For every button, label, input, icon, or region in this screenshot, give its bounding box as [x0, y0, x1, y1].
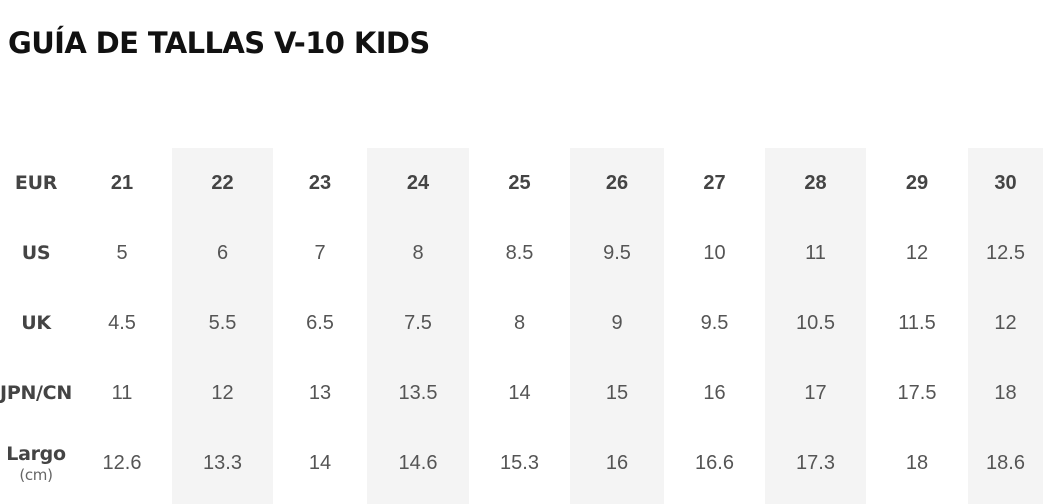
table-cell: 15: [605, 381, 629, 404]
row-label-text: US: [21, 242, 51, 264]
row-label: Largo (cm): [0, 428, 72, 498]
table-cell: 18.6: [986, 451, 1025, 474]
table-cell: 5.5: [208, 311, 237, 334]
table-cell: 6.5: [306, 311, 334, 334]
table-cell: 7: [314, 241, 326, 264]
row-label: US: [0, 218, 72, 288]
header-cell-eur-size: 26: [605, 171, 629, 194]
table-cell: 16: [703, 381, 726, 404]
header-cell-eur-size: 28: [804, 171, 827, 194]
table-cell: 9.5: [700, 311, 729, 334]
size-table: EUR 21 22 23 24 25 26 27 28 29 30 US 5 6 7 8 8.5 9.5 10 11 1…: [0, 148, 1043, 498]
table-cell: 16.6: [695, 451, 734, 474]
table-cell: 10.5: [796, 311, 835, 334]
table-cell: 12: [211, 381, 234, 404]
table-row: US 5 6 7 8 8.5 9.5 10 11 12 12.5: [0, 218, 1043, 288]
table-cell: 12.6: [102, 451, 142, 474]
table-cell: 17.5: [897, 381, 937, 404]
page-title: GUÍA DE TALLAS V-10 KIDS: [8, 26, 430, 60]
column-shade: [570, 148, 664, 504]
table-cell: 8: [412, 241, 424, 264]
table-cell: 18: [994, 381, 1017, 404]
table-cell: 4.5: [108, 311, 136, 334]
table-row: Largo (cm) 12.6 13.3 14 14.6 15.3 16 16.6 17.3 18 1…: [0, 428, 1043, 498]
table-cell: 10: [703, 241, 726, 264]
header-cell-eur-size: 30: [994, 171, 1017, 194]
table-cell: 15.3: [500, 451, 539, 474]
table-cell: 17.3: [796, 451, 835, 474]
column-shade: [765, 148, 866, 504]
table-cell: 16: [605, 451, 629, 474]
column-shade: [367, 148, 469, 504]
table-cell: 11: [805, 241, 826, 264]
table-cell: 13: [308, 381, 332, 404]
table-cell: 5: [116, 241, 128, 264]
table-row: JPN/CN 11 12 13 13.5 14 15 16 17 17.5 18: [0, 358, 1043, 428]
table-row: UK 4.5 5.5 6.5 7.5 8 9 9.5 10.5 11.5 12: [0, 288, 1043, 358]
table-cell: 12: [905, 241, 929, 264]
table-cell: 14: [308, 451, 332, 474]
row-label-text: JPN/CN: [0, 382, 72, 404]
table-header-row: EUR 21 22 23 24 25 26 27 28 29 30: [0, 148, 1043, 218]
table-cell: 12.5: [986, 241, 1025, 264]
table-cell: 18: [905, 451, 929, 474]
column-shade: [968, 148, 1043, 504]
table-cell: 8.5: [505, 241, 534, 264]
header-cell-eur-size: 23: [308, 171, 332, 194]
table-cell: 14: [508, 381, 531, 404]
table-cell: 14.6: [398, 451, 438, 474]
header-cell-eur-size: 21: [110, 171, 134, 194]
table-cell: 13.3: [203, 451, 242, 474]
header-cell-eur-size: 29: [905, 171, 929, 194]
header-cell-eur-size: 27: [703, 171, 726, 194]
table-cell: 17: [804, 381, 827, 404]
table-cell: 13.5: [398, 381, 438, 404]
column-shade: [172, 148, 273, 504]
table-cell: 9.5: [603, 241, 631, 264]
header-cell-eur-size: 24: [406, 171, 430, 194]
table-cell: 9: [611, 311, 623, 334]
table-cell: 11.5: [898, 311, 936, 334]
table-cell: 12: [994, 311, 1017, 334]
row-label: UK: [0, 288, 72, 358]
header-cell-eur-size: 25: [508, 171, 531, 194]
row-label-eur: EUR: [14, 172, 58, 194]
row-label-text: Largo: [6, 442, 66, 465]
header-cell-eur-size: 22: [211, 171, 234, 194]
table-cell: 11: [111, 381, 133, 404]
table-cell: 8: [513, 311, 526, 334]
table-cell: 7.5: [404, 311, 432, 334]
row-label-unit: (cm): [19, 465, 53, 484]
row-label-text: UK: [21, 312, 51, 334]
table-cell: 6: [216, 241, 229, 264]
row-label: JPN/CN: [0, 358, 72, 428]
